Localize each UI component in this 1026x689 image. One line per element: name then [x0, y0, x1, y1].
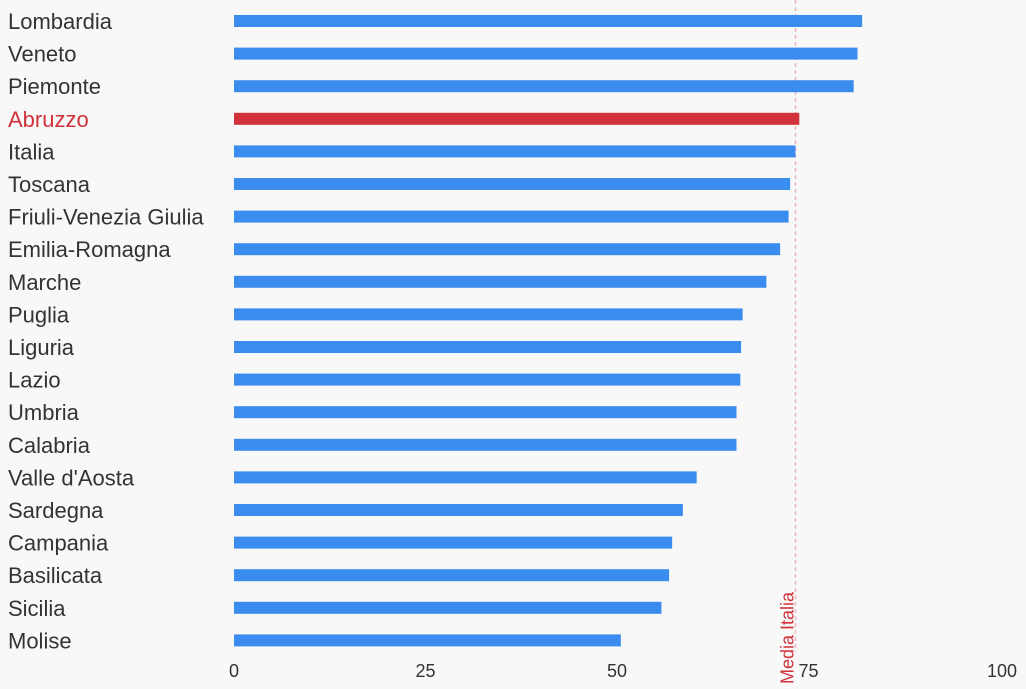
reference-layer: Media Italia	[777, 0, 797, 684]
bar-sardegna	[234, 504, 683, 516]
bar-emilia-romagna	[234, 243, 781, 256]
bar-italia	[234, 145, 796, 158]
category-label-campania: Campania	[8, 531, 109, 556]
category-label-lazio: Lazio	[8, 368, 61, 393]
category-label-marche: Marche	[8, 270, 81, 295]
bar-toscana	[234, 178, 791, 190]
reference-line-label: Media Italia	[777, 591, 797, 684]
category-label-italia: Italia	[8, 139, 55, 164]
x-tick-label-0: 0	[229, 661, 239, 681]
category-label-friuli-venezia-giulia: Friuli-Venezia Giulia	[8, 205, 204, 230]
x-tick-label-75: 75	[798, 661, 818, 681]
category-label-puglia: Puglia	[8, 302, 70, 327]
category-label-sicilia: Sicilia	[8, 596, 66, 621]
category-labels: Lombardia Veneto Piemonte Abruzzo Italia Tosc…	[8, 9, 204, 653]
x-tick-label-25: 25	[415, 661, 435, 681]
bar-lazio	[234, 373, 741, 386]
x-axis-ticks: 0 25 50 75 100	[229, 661, 1017, 681]
bar-veneto	[234, 47, 858, 60]
bar-abruzzo	[234, 112, 800, 125]
bar-campania	[234, 536, 673, 549]
category-label-toscana: Toscana	[8, 172, 91, 197]
bar-sicilia	[234, 601, 662, 614]
bar-basilicata	[234, 569, 670, 582]
bars-layer	[234, 15, 863, 647]
bar-calabria	[234, 438, 737, 451]
category-label-calabria: Calabria	[8, 433, 91, 458]
category-label-piemonte: Piemonte	[8, 74, 101, 99]
bar-puglia	[234, 308, 743, 321]
category-label-liguria: Liguria	[8, 335, 75, 360]
category-label-sardegna: Sardegna	[8, 498, 104, 523]
bar-lombardia	[234, 15, 863, 27]
category-label-molise: Molise	[8, 628, 72, 653]
x-tick-label-100: 100	[987, 661, 1017, 681]
bar-marche	[234, 275, 767, 288]
category-label-valle-d-aosta: Valle d'Aosta	[8, 465, 135, 490]
category-label-basilicata: Basilicata	[8, 563, 103, 588]
bar-piemonte	[234, 80, 854, 93]
category-label-lombardia: Lombardia	[8, 9, 113, 34]
bar-umbria	[234, 406, 737, 419]
bar-molise	[234, 634, 621, 647]
bar-friuli-venezia-giulia	[234, 210, 789, 223]
category-label-abruzzo: Abruzzo	[8, 107, 89, 132]
category-label-umbria: Umbria	[8, 400, 80, 425]
bar-liguria	[234, 341, 742, 353]
x-tick-label-50: 50	[607, 661, 627, 681]
category-label-emilia-romagna: Emilia-Romagna	[8, 237, 171, 262]
category-label-veneto: Veneto	[8, 42, 77, 67]
bar-valle-d-aosta	[234, 471, 697, 484]
